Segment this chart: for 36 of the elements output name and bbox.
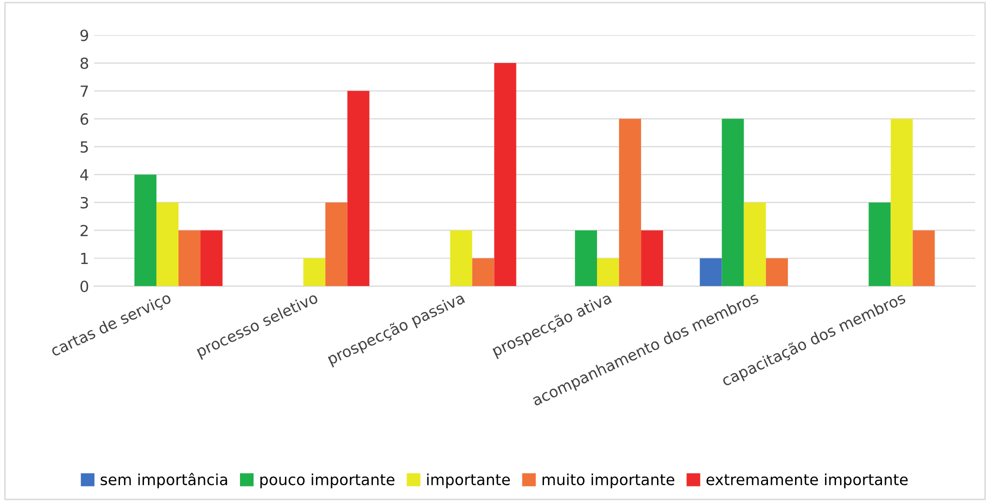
bar [303,258,326,286]
bar [766,258,788,286]
bar [912,230,935,286]
legend-label: muito importante [542,473,674,488]
bar [641,230,664,286]
bar [868,202,891,286]
bar [325,202,348,286]
bar [597,258,620,286]
legend-label: pouco importante [260,473,394,488]
bar [200,230,223,286]
bar [156,202,178,286]
bar [178,230,201,286]
y-tick-label: 6 [80,113,88,125]
y-tick-label: 9 [80,30,88,42]
bar [494,63,516,286]
bar [722,118,744,286]
legend-label: extremamente importante [706,473,908,488]
y-tick-label: 2 [80,224,88,236]
y-tick-label: 3 [80,196,88,208]
y-tick-label: 4 [80,169,88,180]
bar [574,230,598,286]
bar [619,118,642,286]
legend-label: sem importância [100,472,228,488]
bar [744,202,766,286]
bar [890,118,913,286]
y-tick-label: 1 [81,252,88,264]
legend-label: importante [427,473,510,488]
y-tick-label: 8 [80,57,88,70]
y-tick-label: 5 [80,141,88,153]
bar [450,230,472,286]
bar [472,258,494,286]
bar [347,90,370,286]
bar [700,258,722,286]
y-tick-label: 7 [80,86,88,97]
bar [134,174,156,286]
y-tick-label: 0 [80,280,88,292]
